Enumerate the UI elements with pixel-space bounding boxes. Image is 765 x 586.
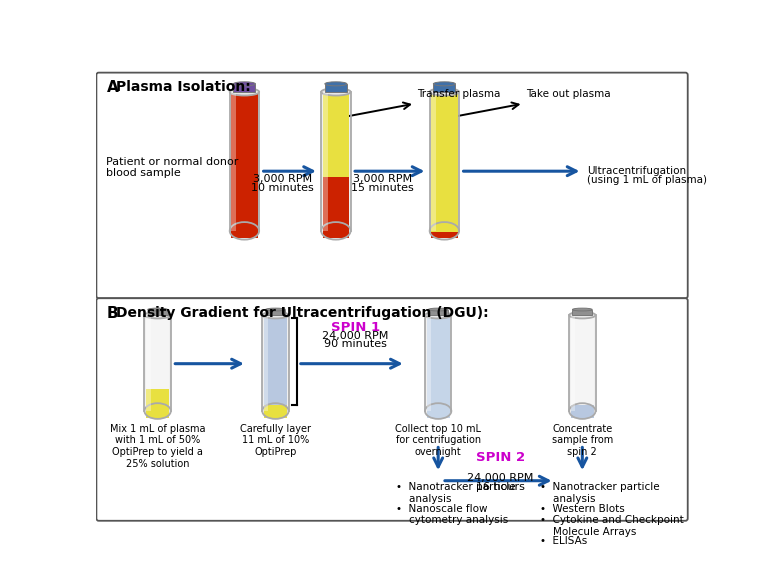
Bar — [323, 92, 328, 231]
Text: 24,000 RPM: 24,000 RPM — [467, 473, 533, 483]
Ellipse shape — [572, 308, 592, 311]
Text: Carefully layer
11 mL of 10%
OptiPrep: Carefully layer 11 mL of 10% OptiPrep — [240, 424, 311, 457]
Text: Mix 1 mL of plasma
with 1 mL of 50%
OptiPrep to yield a
25% solution: Mix 1 mL of plasma with 1 mL of 50% Opti… — [110, 424, 205, 469]
Text: Patient or normal donor
blood sample: Patient or normal donor blood sample — [106, 156, 239, 178]
Text: Take out plasma: Take out plasma — [526, 89, 610, 99]
Bar — [569, 315, 595, 411]
Ellipse shape — [425, 312, 451, 318]
Ellipse shape — [145, 312, 171, 318]
Bar — [146, 389, 169, 418]
Ellipse shape — [321, 222, 350, 240]
Text: •  Nanotracker particle
    analysis: • Nanotracker particle analysis — [539, 482, 659, 504]
Bar — [265, 309, 285, 315]
Ellipse shape — [265, 308, 285, 311]
Text: 10 minutes: 10 minutes — [251, 183, 314, 193]
Text: •  Cytokine and Checkpoint
    Molecule Arrays: • Cytokine and Checkpoint Molecule Array… — [539, 515, 683, 537]
Text: 24,000 RPM: 24,000 RPM — [322, 331, 389, 340]
Ellipse shape — [433, 82, 455, 86]
Bar — [145, 315, 171, 411]
Bar — [571, 315, 575, 411]
FancyBboxPatch shape — [96, 298, 688, 521]
Bar — [231, 92, 258, 238]
Bar — [230, 92, 259, 231]
Bar — [264, 315, 287, 406]
Text: SPIN 1: SPIN 1 — [330, 321, 379, 333]
Bar — [427, 315, 450, 418]
Ellipse shape — [569, 312, 595, 318]
Ellipse shape — [233, 82, 256, 86]
Bar — [262, 315, 288, 411]
Text: (using 1 mL of plasma): (using 1 mL of plasma) — [587, 175, 707, 185]
Bar — [323, 177, 349, 238]
Text: Transfer plasma: Transfer plasma — [417, 89, 500, 99]
FancyBboxPatch shape — [96, 73, 688, 298]
Text: 16 hours: 16 hours — [476, 482, 525, 492]
Text: SPIN 2: SPIN 2 — [476, 451, 525, 464]
Bar — [572, 309, 592, 315]
Ellipse shape — [262, 403, 288, 419]
Text: Density Gradient for Ultracentrifugation (DGU):: Density Gradient for Ultracentrifugation… — [116, 306, 488, 320]
Text: Ultracentrifugation: Ultracentrifugation — [587, 166, 686, 176]
Text: A: A — [106, 80, 119, 96]
Text: Plasma Isolation:: Plasma Isolation: — [116, 80, 250, 94]
Bar — [233, 84, 256, 92]
Bar — [325, 84, 347, 92]
Bar — [431, 232, 457, 238]
Text: 3,000 RPM: 3,000 RPM — [353, 174, 412, 184]
Text: 3,000 RPM: 3,000 RPM — [253, 174, 312, 184]
Bar — [571, 315, 594, 406]
Bar — [148, 309, 168, 315]
Bar — [146, 315, 151, 411]
Ellipse shape — [230, 88, 259, 96]
Ellipse shape — [148, 308, 168, 311]
Ellipse shape — [428, 308, 448, 311]
Bar — [428, 309, 448, 315]
Text: 15 minutes: 15 minutes — [351, 183, 414, 193]
Bar — [231, 92, 236, 231]
Text: •  Western Blots: • Western Blots — [539, 504, 624, 514]
Bar — [146, 315, 169, 389]
Bar — [430, 92, 459, 231]
Ellipse shape — [569, 403, 595, 419]
Bar — [571, 406, 594, 418]
Bar — [323, 92, 349, 177]
Ellipse shape — [425, 403, 451, 419]
Bar — [264, 315, 269, 411]
Bar — [264, 406, 287, 418]
Text: •  ELISAs: • ELISAs — [539, 536, 587, 546]
Text: •  Nanoscale flow
    cytometry analysis: • Nanoscale flow cytometry analysis — [396, 504, 508, 526]
Ellipse shape — [230, 222, 259, 240]
Text: •  Nanotracker particle
    analysis: • Nanotracker particle analysis — [396, 482, 515, 504]
Bar — [425, 315, 451, 411]
Ellipse shape — [145, 403, 171, 419]
Ellipse shape — [325, 82, 347, 86]
Ellipse shape — [430, 88, 459, 96]
Text: 90 minutes: 90 minutes — [324, 339, 386, 349]
Text: Concentrate
sample from
spin 2: Concentrate sample from spin 2 — [552, 424, 613, 457]
Ellipse shape — [430, 222, 459, 240]
Ellipse shape — [262, 312, 288, 318]
Text: Collect top 10 mL
for centrifugation
overnight: Collect top 10 mL for centrifugation ove… — [396, 424, 481, 457]
Bar — [431, 92, 457, 232]
Bar — [433, 84, 455, 92]
Bar — [431, 92, 436, 231]
Text: B: B — [106, 306, 118, 321]
Bar — [427, 315, 431, 411]
Bar — [321, 92, 350, 231]
Ellipse shape — [321, 88, 350, 96]
